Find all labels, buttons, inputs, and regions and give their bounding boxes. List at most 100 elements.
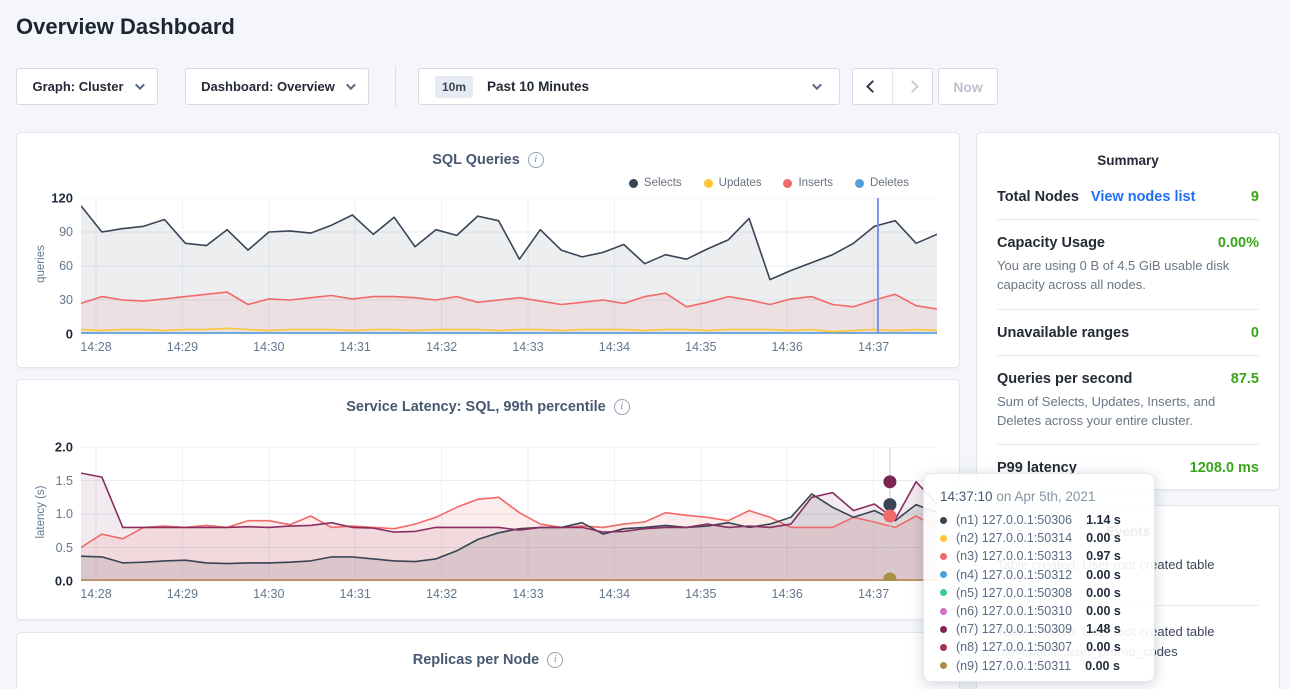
node-color-dot-icon <box>940 662 947 670</box>
node-latency-value: 0.00 s <box>1086 585 1121 600</box>
y-axis-tick: 2.0 <box>54 439 73 455</box>
legend-item-deletes[interactable]: Deletes <box>855 177 909 189</box>
time-step-forward-button[interactable] <box>892 69 932 104</box>
legend-label: Inserts <box>798 177 833 189</box>
x-axis-tick: 14:37 <box>857 340 890 354</box>
replicas-per-node-chart-card[interactable]: Replicas per Node i <box>16 632 960 689</box>
info-icon[interactable]: i <box>527 151 544 168</box>
x-axis-tick: 14:32 <box>425 340 458 354</box>
node-color-dot-icon <box>940 552 947 560</box>
chevron-left-icon <box>866 80 879 93</box>
sql-plot-area[interactable] <box>81 198 937 334</box>
x-axis-tick: 14:31 <box>339 587 371 601</box>
node-latency-value: 0.97 s <box>1086 549 1121 564</box>
tooltip-node-row: (n1) 127.0.0.1:50306 1.14 s <box>940 511 1140 529</box>
node-color-dot-icon <box>940 534 947 542</box>
service-latency-chart-card[interactable]: Service Latency: SQL, 99th percentile i 1… <box>16 379 960 620</box>
tooltip-node-row: (n8) 127.0.0.1:50307 0.00 s <box>940 638 1140 656</box>
y-axis-tick: 90 <box>59 225 73 239</box>
node-latency-value: 0.00 s <box>1086 531 1121 546</box>
node-color-dot-icon <box>940 571 947 579</box>
p99-latency-value: 1208.0 ms <box>1189 460 1259 477</box>
node-color-dot-icon <box>940 607 947 615</box>
service-latency-chart-title: Service Latency: SQL, 99th percentile <box>346 398 606 415</box>
summary-row-total-nodes: Total Nodes View nodes list 9 <box>997 174 1259 220</box>
latency-plot-area[interactable] <box>81 447 937 581</box>
total-nodes-value: 9 <box>1250 189 1259 205</box>
x-axis-tick: 14:29 <box>166 340 199 354</box>
legend-label: Updates <box>718 177 762 189</box>
node-color-dot-icon <box>940 625 947 633</box>
qps-label: Queries per second <box>997 370 1133 387</box>
x-axis-tick: 14:30 <box>253 340 285 354</box>
sql-queries-chart-card[interactable]: SQL Queries i Selects Updates Inserts Delete… <box>16 132 960 368</box>
dashboard-dropdown-label: Dashboard: Overview <box>201 79 335 94</box>
legend-item-inserts[interactable]: Inserts <box>783 177 833 189</box>
p99-latency-label: P99 latency <box>997 460 1077 477</box>
y-axis-tick: 0 <box>65 326 73 342</box>
capacity-usage-label: Capacity Usage <box>997 235 1105 251</box>
tooltip-node-row: (n9) 127.0.0.1:50311 0.00 s <box>940 657 1140 675</box>
x-axis-tick: 14:28 <box>80 340 112 354</box>
legend-dot-icon <box>628 178 638 188</box>
time-range-dropdown[interactable]: 10m Past 10 Minutes <box>418 68 840 105</box>
node-latency-value: 0.00 s <box>1086 640 1121 655</box>
view-nodes-list-link[interactable]: View nodes list <box>1090 189 1196 205</box>
graph-dropdown[interactable]: Graph: Cluster <box>16 68 158 105</box>
chevron-down-icon <box>134 80 145 91</box>
x-axis-tick: 14:35 <box>685 587 717 601</box>
y-axis-label: queries <box>35 245 47 283</box>
chevron-down-icon <box>811 80 822 91</box>
dashboard-dropdown[interactable]: Dashboard: Overview <box>185 68 369 105</box>
legend-item-selects[interactable]: Selects <box>628 177 682 189</box>
replicas-chart-title: Replicas per Node <box>412 651 540 668</box>
time-range-label: Past 10 Minutes <box>487 79 590 94</box>
y-axis-tick: 120 <box>51 190 73 206</box>
tooltip-node-row: (n2) 127.0.0.1:50314 0.00 s <box>940 529 1140 547</box>
node-address: (n5) 127.0.0.1:50308 <box>956 585 1073 600</box>
x-axis-tick: 14:36 <box>771 340 803 354</box>
controls-divider <box>395 66 396 107</box>
legend-dot-icon <box>783 178 793 188</box>
node-address: (n1) 127.0.0.1:50306 <box>956 513 1073 528</box>
tooltip-node-row: (n6) 127.0.0.1:50310 0.00 s <box>940 602 1140 620</box>
summary-title: Summary <box>1097 153 1159 168</box>
x-axis-tick: 14:36 <box>771 587 803 601</box>
summary-row-capacity-usage: Capacity Usage 0.00% You are using 0 B o… <box>997 220 1259 310</box>
x-axis-tick: 14:33 <box>512 587 544 601</box>
x-axis-tick: 14:37 <box>857 587 890 601</box>
capacity-usage-desc: You are using 0 B of 4.5 GiB usable disk… <box>997 258 1230 292</box>
node-address: (n9) 127.0.0.1:50311 <box>956 658 1072 673</box>
legend-dot-icon <box>703 178 713 188</box>
time-range-badge: 10m <box>435 75 474 98</box>
info-icon[interactable]: i <box>613 398 630 415</box>
y-axis-tick: 1.0 <box>55 507 73 521</box>
y-axis-tick: 0.0 <box>54 573 73 589</box>
chevron-down-icon <box>345 80 356 91</box>
tooltip-node-row: (n4) 127.0.0.1:50312 0.00 s <box>940 566 1140 584</box>
y-axis-label: latency (s) <box>35 485 47 539</box>
sql-legend: Selects Updates Inserts Deletes <box>628 177 909 189</box>
node-address: (n6) 127.0.0.1:50310 <box>956 604 1073 619</box>
total-nodes-label: Total Nodes <box>997 189 1079 205</box>
node-address: (n3) 127.0.0.1:50313 <box>956 549 1073 564</box>
node-color-dot-icon <box>940 516 947 524</box>
node-latency-value: 1.48 s <box>1086 622 1121 637</box>
sql-queries-chart-title: SQL Queries <box>432 151 520 168</box>
y-axis-tick: 1.5 <box>55 473 73 488</box>
time-step-back-button[interactable] <box>853 69 892 104</box>
page-title: Overview Dashboard <box>16 14 235 39</box>
node-address: (n8) 127.0.0.1:50307 <box>956 640 1073 655</box>
legend-label: Deletes <box>870 177 909 189</box>
legend-dot-icon <box>855 178 864 188</box>
now-button[interactable]: Now <box>938 68 998 105</box>
x-axis-tick: 14:28 <box>80 587 112 601</box>
node-latency-value: 0.00 s <box>1085 658 1120 673</box>
info-icon[interactable]: i <box>547 651 564 668</box>
chevron-right-icon <box>906 80 919 93</box>
node-address: (n4) 127.0.0.1:50312 <box>956 567 1073 582</box>
legend-label: Selects <box>643 177 682 189</box>
legend-item-updates[interactable]: Updates <box>703 177 762 189</box>
qps-value: 87.5 <box>1230 370 1259 387</box>
